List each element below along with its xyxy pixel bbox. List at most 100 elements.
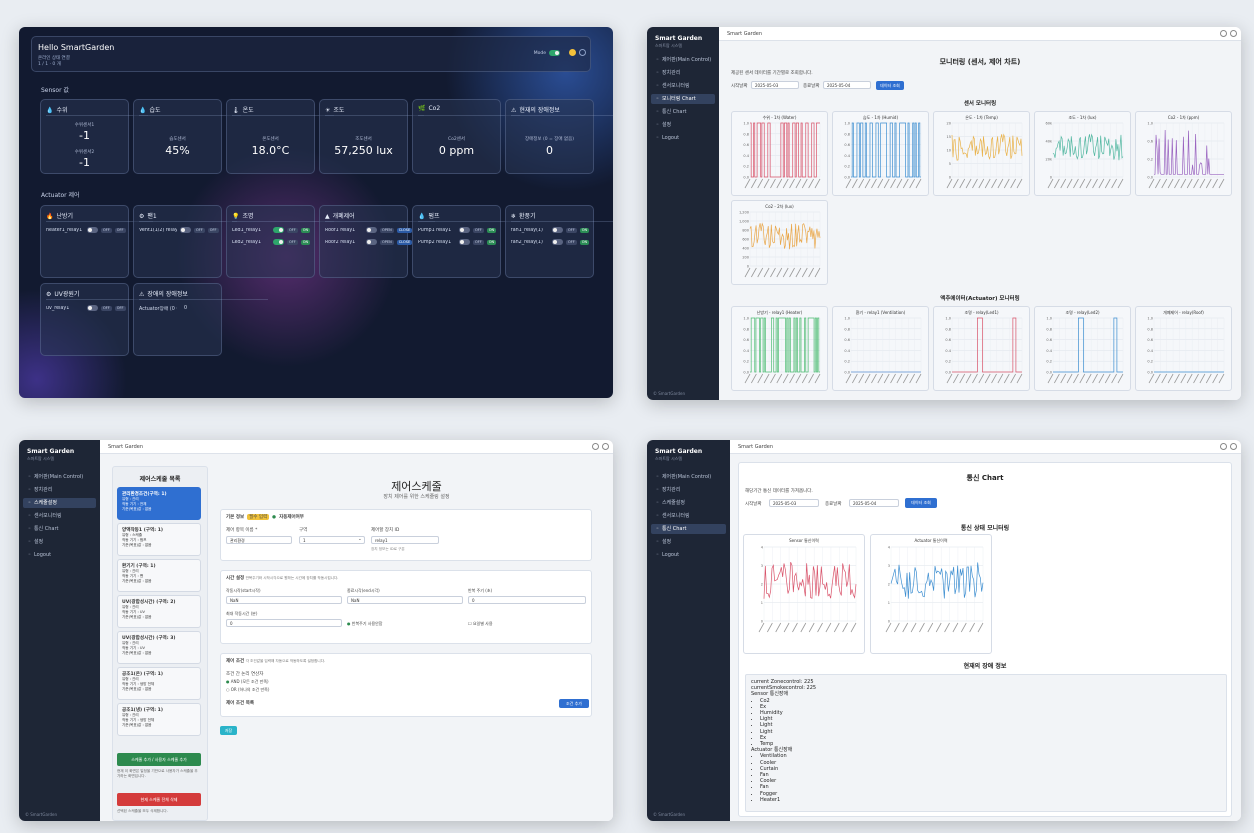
user-icon[interactable] (1230, 443, 1237, 450)
schedule-item-line: 유형 : 관리 (122, 713, 139, 717)
nav-item[interactable]: ◦ Logout (651, 133, 715, 143)
start-time-input[interactable]: NaN (226, 596, 342, 604)
end-time-input[interactable]: NaN (347, 596, 463, 604)
zone-select[interactable]: 1 (299, 536, 365, 544)
nav-item[interactable]: ◦ 스케줄설정 (651, 498, 726, 508)
nav-item[interactable]: ◦ Logout (23, 550, 96, 560)
actuator-toggle[interactable] (552, 239, 563, 245)
actuator-button[interactable]: OFF (207, 227, 219, 233)
device-input[interactable]: relay1 (371, 536, 439, 544)
end-date-input[interactable]: 2025-05-04 (823, 81, 871, 89)
schedule-item[interactable]: 공조1(냉) (구역: 1) 유형 : 관리 작동 기기 : 냉방 전체 기준(목표)… (117, 703, 201, 736)
actuator-toggle[interactable] (87, 227, 98, 233)
actuator-button[interactable]: OFF (114, 305, 126, 311)
actuator-button[interactable]: ON (300, 227, 311, 233)
save-button[interactable]: 저장 (220, 726, 237, 735)
alarm-icon[interactable] (569, 49, 576, 56)
nav-item[interactable]: ◦ 센서모니터링 (23, 511, 96, 521)
actuator-toggle[interactable] (459, 239, 470, 245)
settings-icon[interactable] (579, 49, 586, 56)
nav-icon: ◦ (656, 70, 659, 76)
x-tick-label (795, 373, 802, 384)
nav-item[interactable]: ◦ 장치관리 (651, 68, 715, 78)
nav-item[interactable]: ◦ 제어판(Main Control) (23, 472, 96, 482)
nav-item[interactable]: ◦ 센서모니터링 (651, 81, 715, 91)
schedule-item-line: 유형 : 관리 (122, 677, 139, 681)
and-radio-icon[interactable]: ● (226, 679, 230, 684)
repeat-input[interactable]: 0 (468, 596, 586, 604)
actuator-button[interactable]: OFF (114, 227, 126, 233)
nav-item[interactable]: ◦ 스케줄설정 (23, 498, 96, 508)
nav-item[interactable]: ◦ 장치관리 (23, 485, 96, 495)
schedule-item[interactable]: 공조1(온) (구역: 1) 유형 : 관리 작동 기기 : 냉방 전체 기준(목표)… (117, 667, 201, 700)
actuator-chart-title: 조명 - relay(Led2) (1065, 310, 1100, 315)
user-icon[interactable] (1230, 30, 1237, 37)
info-icon[interactable] (592, 443, 599, 450)
actuator-button[interactable]: ON (486, 239, 497, 245)
actuator-button[interactable]: ON (579, 239, 590, 245)
end-date-input[interactable]: 2025-05-04 (849, 499, 899, 507)
schedule-item[interactable]: 환기기 (구역: 1) 유형 : 관리 작동 기기 : 팬 기준(목표)값 : 없음 (117, 559, 201, 592)
actuator-button[interactable]: CLOSE (396, 227, 413, 233)
add-condition-button[interactable]: 조건 추가 (559, 699, 589, 708)
nav-item[interactable]: ◦ 장치관리 (651, 485, 726, 495)
repeat-off-check-icon[interactable]: ● (347, 621, 351, 626)
or-radio-icon[interactable]: ○ (226, 687, 230, 692)
nav-item[interactable]: ◦ Logout (651, 550, 726, 560)
actuator-toggle[interactable] (87, 305, 98, 311)
nav-item[interactable]: ◦ 통신 Chart (651, 107, 715, 117)
nav-item[interactable]: ◦ 통신 Chart (651, 524, 726, 534)
weekday-check-icon[interactable]: ☐ (468, 621, 472, 626)
nav-item[interactable]: ◦ 통신 Chart (23, 524, 96, 534)
mode-toggle[interactable] (549, 50, 560, 56)
nav-item[interactable]: ◦ 설정 (23, 537, 96, 547)
schedule-item[interactable]: UV(광합성시간) (구역: 2) 유형 : 관리 작동 기기 : UV 기준(목표)… (117, 595, 201, 628)
x-tick-label (946, 178, 953, 189)
info-icon[interactable] (1220, 443, 1227, 450)
user-icon[interactable] (602, 443, 609, 450)
actuator-toggle[interactable] (366, 239, 377, 245)
mode-switch[interactable]: Mode (534, 50, 560, 56)
actuator-toggle[interactable] (459, 227, 470, 233)
actuator-toggle[interactable] (273, 227, 284, 233)
schedule-item-line: 기준(목표)값 : 없음 (122, 543, 152, 547)
actuator-button[interactable]: ON (486, 227, 497, 233)
actuator-button[interactable]: ON (579, 227, 590, 233)
add-schedule-button[interactable]: 스케줄 추가 / 사용자 스케줄 추가 (117, 753, 201, 766)
actuator-toggle[interactable] (180, 227, 191, 233)
x-tick-label (1174, 373, 1180, 384)
nav-item[interactable]: ◦ 제어판(Main Control) (651, 472, 726, 482)
query-button[interactable]: 데이터 조회 (905, 498, 937, 508)
x-tick-label (763, 373, 770, 384)
actuator-toggle[interactable] (366, 227, 377, 233)
max-run-input[interactable]: 0 (226, 619, 342, 627)
schedule-item[interactable]: UV(광합성시간) (구역: 3) 유형 : 관리 작동 기기 : UV 기준(목표)… (117, 631, 201, 664)
nav-item[interactable]: ◦ 센서모니터링 (651, 511, 726, 521)
y-tick-label: 0.0 (844, 176, 850, 180)
info-icon[interactable] (1220, 30, 1227, 37)
y-tick-label: 60k (1046, 122, 1053, 126)
actuator-toggle[interactable] (552, 227, 563, 233)
actuator-button[interactable]: CLOSE (396, 239, 413, 245)
actuator-comm-chart: Actuator 통신이력 4 3 2 1 0 (870, 534, 992, 654)
sensor-chart-plot: 60k 40k 20k 0 (1046, 122, 1124, 189)
actuator-toggle[interactable] (273, 239, 284, 245)
x-tick-label (1092, 178, 1098, 189)
query-button[interactable]: 데이터 조회 (876, 81, 904, 90)
delete-all-button[interactable]: 현재 스케줄 전체 삭제 (117, 793, 201, 806)
start-date-input[interactable]: 2025-05-03 (769, 499, 819, 507)
nav-item[interactable]: ◦ 제어판(Main Control) (651, 55, 715, 65)
sensor-chart-title: 조도 - 1차 (lux) (1068, 115, 1097, 120)
schedule-item[interactable]: 양액작동1 (구역: 1) 유형 : 스케줄 작동 기기 : 펌프 기준(목표)값 :… (117, 523, 201, 556)
name-input[interactable]: 관리환경 (226, 536, 292, 544)
nav-icon: ◦ (656, 552, 659, 558)
auto-control-check-icon[interactable]: ● (272, 514, 277, 520)
y-tick-label: 0.0 (945, 371, 951, 375)
nav-item[interactable]: ◦ 모니터링 Chart (651, 94, 715, 104)
schedule-item-line: 기준(목표)값 : 없음 (122, 687, 152, 691)
actuator-button[interactable]: ON (300, 239, 311, 245)
nav-item[interactable]: ◦ 설정 (651, 120, 715, 130)
start-date-input[interactable]: 2025-05-03 (751, 81, 799, 89)
nav-item[interactable]: ◦ 설정 (651, 537, 726, 547)
schedule-item[interactable]: 관리환경조건(구역: 1) 유형 : 관리 작동 기기 : 전체 기준(목표)값 : … (117, 487, 201, 520)
